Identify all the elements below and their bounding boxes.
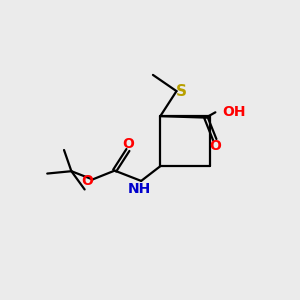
Text: S: S [176,84,187,99]
Text: OH: OH [222,105,246,119]
Text: NH: NH [128,182,151,196]
Text: O: O [209,139,221,153]
Text: O: O [122,136,134,151]
Text: O: O [81,174,93,188]
